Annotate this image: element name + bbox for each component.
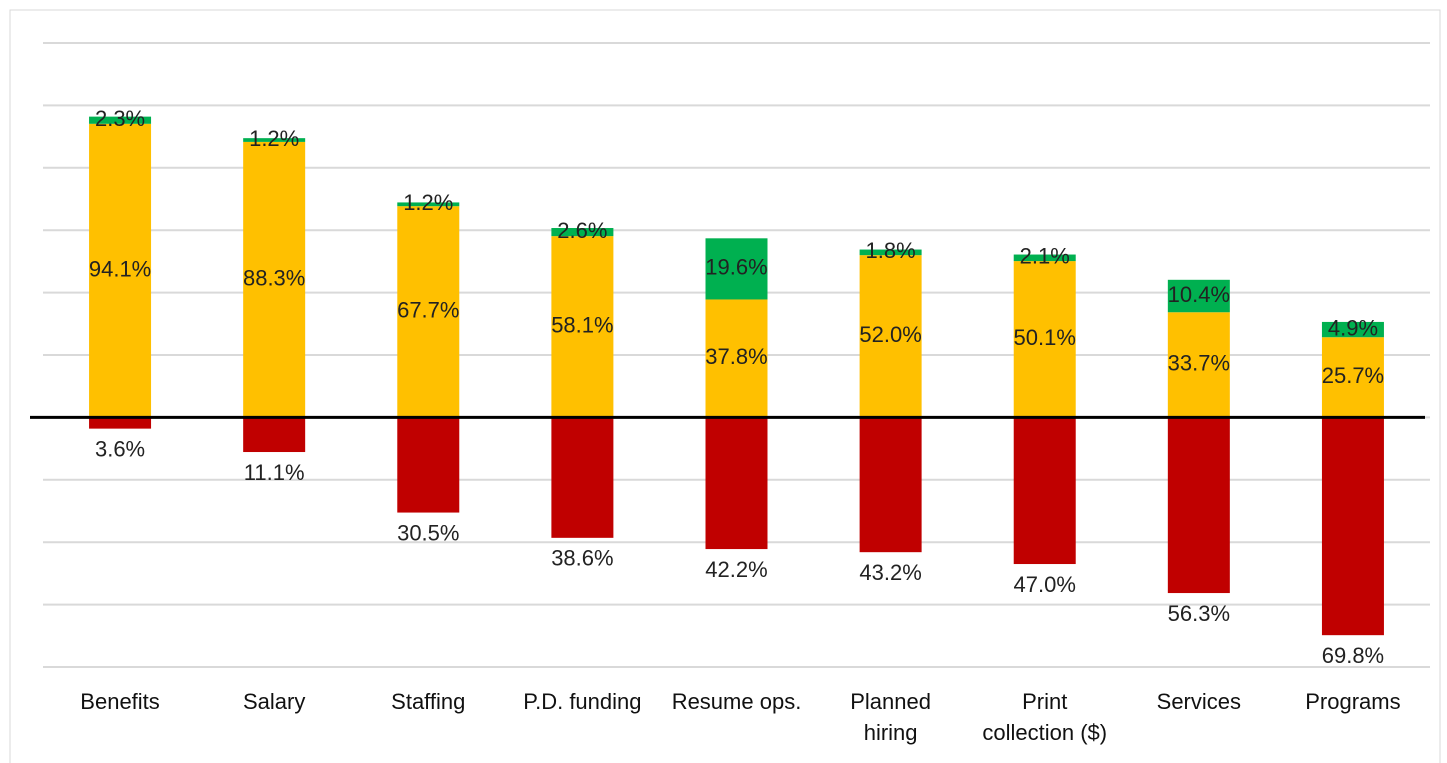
data-label: 19.6% — [705, 255, 767, 280]
data-label: 43.2% — [859, 560, 921, 585]
data-label: 30.5% — [397, 520, 459, 545]
x-tick-label: Resume ops. — [671, 689, 802, 714]
x-tick-label: Programs — [1305, 689, 1401, 714]
data-label: 42.2% — [705, 557, 767, 582]
bar-segment — [1013, 254, 1076, 262]
data-label: 25.7% — [1322, 363, 1384, 388]
data-label: 52.0% — [859, 322, 921, 347]
bar-segment — [859, 255, 922, 418]
data-label: 38.6% — [551, 546, 613, 571]
x-tick-label: Services — [1156, 689, 1241, 714]
bar-segment — [1013, 417, 1076, 565]
x-tick-label: Benefits — [80, 689, 160, 714]
x-tick-label: P.D. funding — [523, 689, 642, 714]
data-label: 2.3% — [95, 106, 145, 131]
bar-segment — [1013, 261, 1076, 418]
bar-segment — [1167, 417, 1230, 594]
x-tick-label: Planned hiring — [850, 689, 931, 745]
x-tick-label: Salary — [242, 689, 306, 714]
bar-segment — [1321, 337, 1384, 418]
bar-segment — [243, 138, 306, 142]
chart-border — [9, 9, 1441, 763]
bar-segment — [397, 417, 460, 513]
bar-segment — [397, 202, 460, 207]
bar-segment — [1167, 312, 1230, 418]
bar-segment — [705, 417, 768, 550]
bar-segment — [89, 123, 152, 418]
data-label: 88.3% — [243, 265, 305, 290]
bar-segment — [89, 417, 152, 429]
bar-segment — [551, 236, 614, 418]
data-label: 1.8% — [866, 238, 916, 263]
bar-segment — [859, 249, 922, 256]
data-label: 56.3% — [1168, 601, 1230, 626]
data-label: 58.1% — [551, 313, 613, 338]
data-label: 11.1% — [244, 460, 305, 485]
data-label: 3.6% — [95, 436, 145, 461]
x-tick-label: Staffing — [391, 689, 466, 714]
bar-segment — [397, 206, 460, 418]
bar-segment — [89, 116, 152, 124]
bar-segment — [243, 417, 306, 453]
data-label: 50.1% — [1014, 325, 1076, 350]
data-label: 10.4% — [1168, 282, 1230, 307]
data-label: 1.2% — [403, 190, 453, 215]
data-label: 37.8% — [705, 344, 767, 369]
data-label: 2.1% — [1020, 244, 1070, 269]
data-label: 47.0% — [1014, 572, 1076, 597]
bar-segment — [859, 417, 922, 553]
bar-segment — [551, 417, 614, 538]
data-label: 69.8% — [1322, 643, 1384, 668]
data-label: 67.7% — [397, 298, 459, 323]
bar-segment — [705, 299, 768, 418]
bar-segment — [551, 228, 614, 237]
bar-segment — [705, 238, 768, 300]
data-label: 1.2% — [249, 126, 299, 151]
bar-segment — [243, 141, 306, 418]
x-tick-label: Print collection ($) — [982, 689, 1108, 745]
data-label: 2.6% — [557, 218, 607, 243]
data-label: 33.7% — [1168, 351, 1230, 376]
bar-segment — [1321, 321, 1384, 338]
bar-segment — [1321, 417, 1384, 636]
bar-segment — [1167, 279, 1230, 313]
data-label: 94.1% — [89, 256, 151, 281]
data-label: 4.9% — [1328, 315, 1378, 340]
